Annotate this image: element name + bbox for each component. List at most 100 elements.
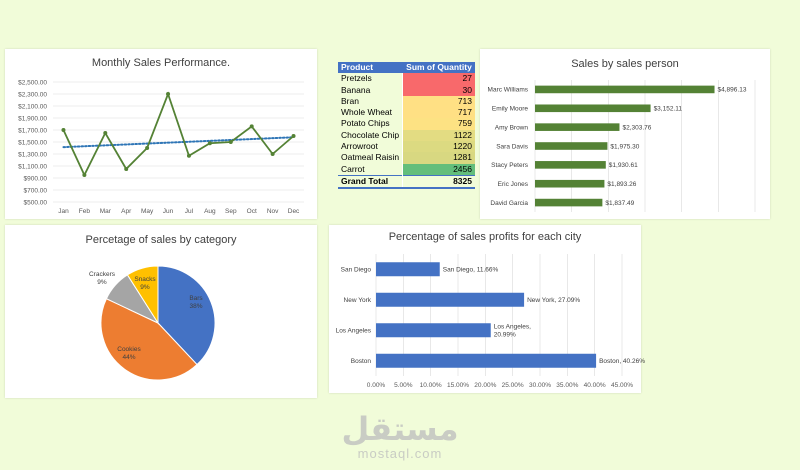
salesperson-name: Marc Williams [488,87,529,94]
slice-percent: 38% [189,303,202,310]
header-quantity: Sum of Quantity [402,62,475,74]
y-tick-label: $2,300.00 [18,92,47,99]
product-quantity: 27 [402,73,475,85]
salesperson-value-label: $1,837.49 [605,200,634,207]
data-point [270,152,275,156]
product-quantity: 1220 [402,141,475,153]
salesperson-name: David Garcia [490,200,528,207]
salesperson-panel: Sales by sales person Marc Williams $4,89… [480,49,770,219]
x-tick-label: 20.00% [474,382,496,389]
data-point [145,146,150,150]
x-tick-label: Apr [121,208,132,215]
salesperson-title: Sales by sales person [571,58,679,70]
slice-percent: 9% [140,284,150,291]
salesperson-name: Emily Moore [492,106,529,113]
product-name: Carrot [341,163,365,174]
x-tick-label: Sep [225,208,237,215]
x-tick-label: Mar [100,208,112,215]
y-tick-label: $500.00 [24,200,48,207]
product-quantity: 1281 [402,152,475,164]
salesperson-chart: Marc Williams $4,896.13 Emily Moore $3,152.… [488,80,756,212]
slice-percent: 9% [97,279,107,286]
x-tick-label: Jan [58,208,69,215]
y-tick-label: $1,900.00 [18,116,47,123]
grand-total-label: Grand Total [338,174,403,190]
data-point [124,167,129,171]
city-bar [376,262,440,277]
product-name: Whole Wheat [341,107,393,118]
product-quantity: 30 [402,84,475,96]
x-tick-label: 5.00% [394,382,413,389]
grand-total-value: 8325 [402,174,475,190]
slice-label: Crackers [89,271,116,278]
data-point [207,141,212,146]
header-product: Product [338,62,403,74]
x-tick-label: Aug [204,208,216,215]
salesperson-bar [535,142,608,150]
x-tick-label: 40.00% [584,382,606,389]
data-point [249,124,254,129]
x-tick-label: 35.00% [556,382,578,389]
slice-percent: 44% [122,354,135,361]
x-tick-label: 0.00% [367,382,386,389]
salesperson-bar [535,161,606,169]
city-value-label: Los Angeles, [494,323,531,330]
salesperson-value-label: $1,975.30 [610,143,639,150]
product-name: Banana [341,84,371,95]
city-bar [376,323,491,338]
salesperson-name: Amy Brown [495,124,529,131]
sales-series-line [62,91,295,178]
product-quantity: 717 [402,107,475,119]
slice-label: Cookies [117,346,141,353]
product-name: Chocolate Chip [341,129,400,140]
x-tick-label: 25.00% [502,382,524,389]
table-row: Arrowroot 1220 [338,141,475,153]
city-profit-chart: 0.00% 5.00% 10.00% 15.00% 20.00% 25.00% 30.00%… [336,254,645,389]
table-row: Oatmeal Raisin 1281 [338,152,475,164]
table-row: Potato Chips 759 [338,118,475,130]
city-bar [376,353,597,368]
monthly-sales-panel: Monthly Sales Performance. $500.00 $700.0… [5,49,317,219]
product-name: Potato Chips [341,118,390,129]
data-point [82,173,87,177]
salesperson-value-label: $4,896.13 [718,87,747,94]
salesperson-bar [535,85,715,94]
watermark-arabic: مستقل [341,410,459,448]
x-tick-label: 15.00% [447,382,469,389]
x-tick-label: Dec [288,208,300,215]
city-value-label: Boston, 40.26% [599,358,645,365]
product-quantity: 759 [402,118,475,130]
slice-label: Snacks [134,276,156,283]
x-tick-label: 10.00% [420,382,442,389]
product-name: Bran [341,95,359,106]
product-quantity: 2456 [402,163,475,176]
slice-label: Bars [189,295,203,302]
category-pie-panel: Percetage of sales by category Bars 38% Co… [5,225,317,398]
y-tick-label: $2,500.00 [18,80,47,87]
salesperson-name: Stacy Peters [491,162,529,169]
data-point [61,128,66,132]
x-tick-label: 30.00% [529,382,551,389]
watermark-latin: mostaql.com [357,446,443,461]
data-point [291,134,296,138]
city-name: Los Angeles [336,328,372,335]
y-tick-label: $1,500.00 [18,140,47,147]
table-row: Bran 713 [338,95,475,108]
mostaql-watermark: مستقل mostaql.com [0,412,800,461]
product-quantity: 713 [402,95,475,108]
grand-total-row: Grand Total 8325 [338,174,475,190]
salesperson-bar [535,104,651,113]
x-tick-label: Jul [185,208,194,215]
table-row: Whole Wheat 717 [338,107,475,119]
product-name: Oatmeal Raisin [341,152,400,163]
table-row: Chocolate Chip 1122 [338,129,475,142]
data-point [228,140,233,144]
x-tick-label: 45.00% [611,382,633,389]
y-tick-label: $1,100.00 [18,164,47,171]
x-tick-label: May [141,208,154,215]
city-value-label: 20.99% [494,331,516,338]
salesperson-bar [535,179,605,188]
y-tick-label: $2,100.00 [18,104,47,111]
data-point [166,92,171,96]
